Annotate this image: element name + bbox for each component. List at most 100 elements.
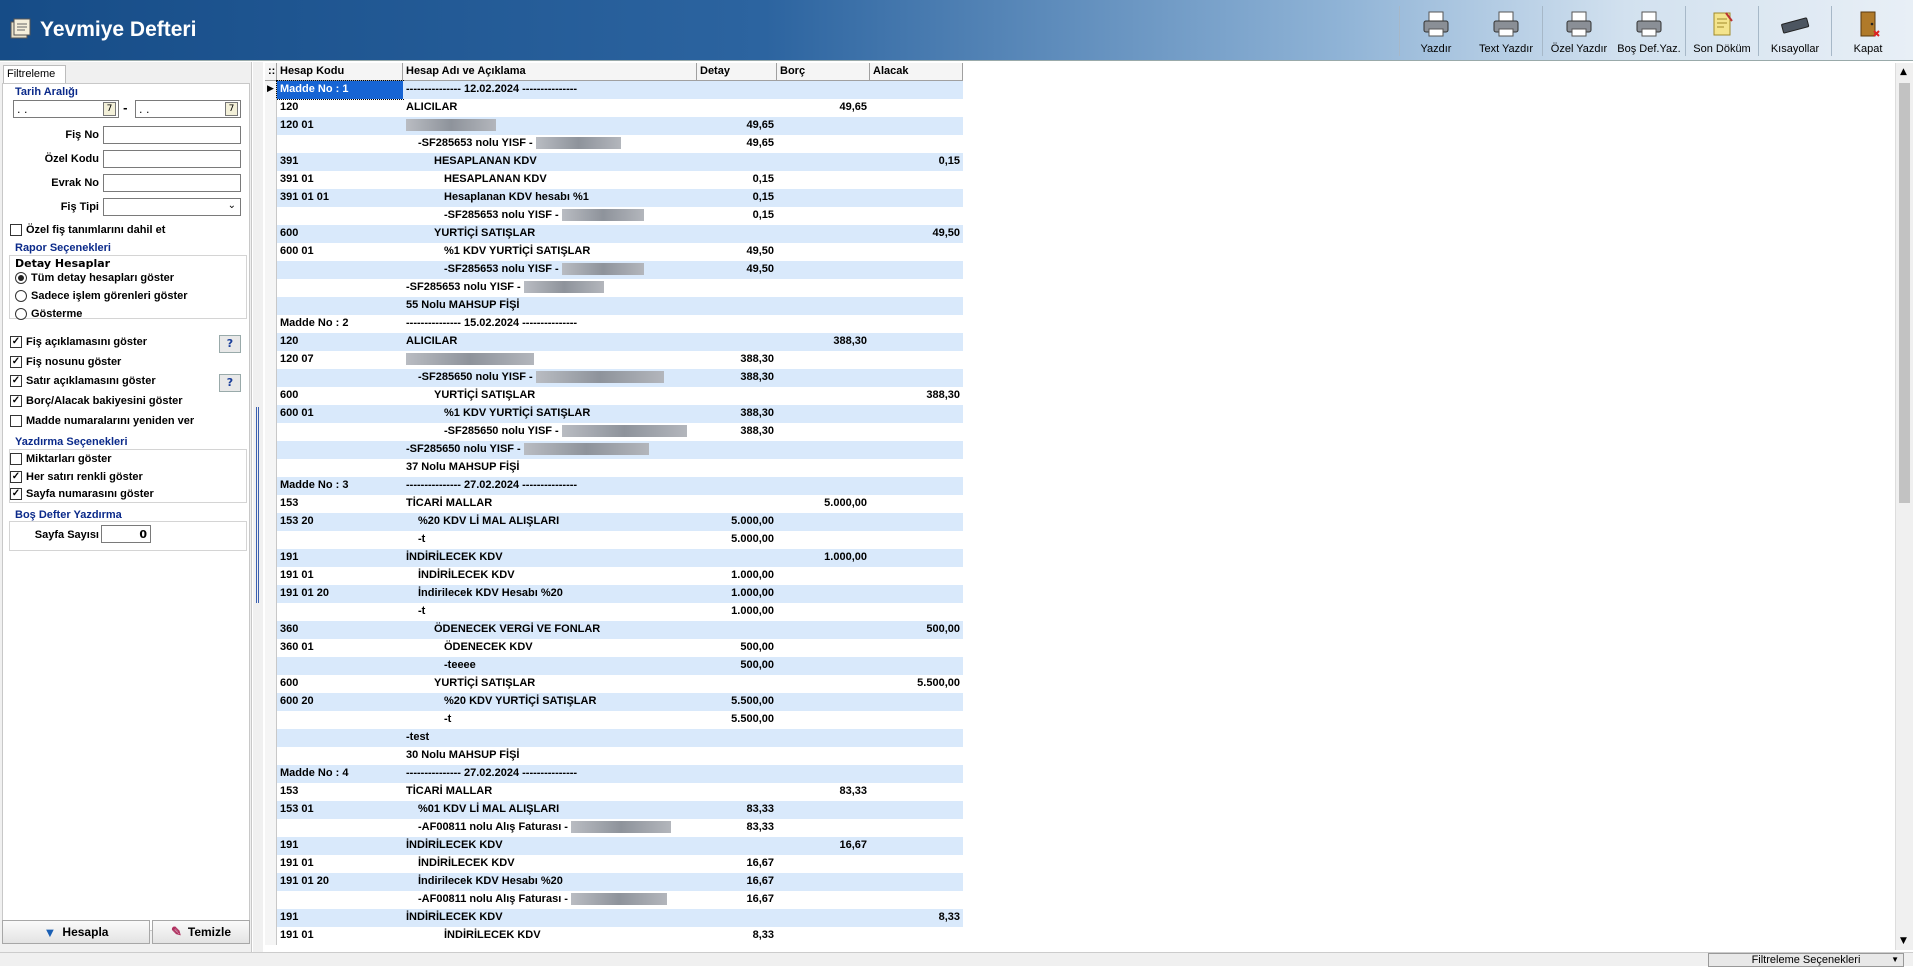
borc-cell[interactable] xyxy=(777,369,870,387)
hesap-kodu-cell[interactable] xyxy=(277,135,403,153)
detay-cell[interactable] xyxy=(697,99,777,117)
detay-cell[interactable]: 1.000,00 xyxy=(697,567,777,585)
detay-cell[interactable]: 1.000,00 xyxy=(697,603,777,621)
alacak-cell[interactable] xyxy=(870,585,963,603)
table-row[interactable]: -SF285653 nolu YISF - 49,50 xyxy=(265,261,963,279)
borc-cell[interactable] xyxy=(777,873,870,891)
hesap-adi-cell[interactable]: --------------- 27.02.2024 -------------… xyxy=(403,765,697,783)
alacak-cell[interactable] xyxy=(870,495,963,513)
detay-cell[interactable]: 49,50 xyxy=(697,243,777,261)
hesap-kodu-cell[interactable]: Madde No : 4 xyxy=(277,765,403,783)
date-from-input[interactable]: . . 7 xyxy=(13,100,119,118)
detay-cell[interactable] xyxy=(697,675,777,693)
splitter-handle[interactable] xyxy=(256,407,259,603)
close-button[interactable]: Kapat xyxy=(1833,4,1903,58)
borc-cell[interactable] xyxy=(777,117,870,135)
temizle-button[interactable]: ✎ Temizle xyxy=(152,920,250,944)
hesap-adi-cell[interactable]: İndirilecek KDV Hesabı %20 xyxy=(403,585,697,603)
detay-cell[interactable] xyxy=(697,153,777,171)
table-row[interactable]: 120 07 388,30 xyxy=(265,351,963,369)
detay-cell[interactable]: 388,30 xyxy=(697,369,777,387)
detay-cell[interactable]: 49,65 xyxy=(697,117,777,135)
borc-cell[interactable] xyxy=(777,171,870,189)
table-row[interactable]: -AF00811 nolu Alış Faturası - 83,33 xyxy=(265,819,963,837)
table-row[interactable]: 360 ÖDENECEK VERGİ VE FONLAR 500,00 xyxy=(265,621,963,639)
table-row[interactable]: 55 Nolu MAHSUP FİŞİ xyxy=(265,297,963,315)
show-line-desc-checkbox[interactable]: ✓ Satır açıklamasını göster xyxy=(10,375,156,387)
table-row[interactable]: 391 01 01 Hesaplanan KDV hesabı %1 0,15 xyxy=(265,189,963,207)
alacak-cell[interactable] xyxy=(870,783,963,801)
table-row[interactable]: Madde No : 3 --------------- 27.02.2024 -… xyxy=(265,477,963,495)
table-row[interactable]: -t 1.000,00 xyxy=(265,603,963,621)
blank-book-print-button[interactable]: Boş Def.Yaz. xyxy=(1614,4,1684,58)
hesap-adi-cell[interactable]: %1 KDV YURTİÇİ SATIŞLAR xyxy=(403,405,697,423)
borc-cell[interactable] xyxy=(777,531,870,549)
date-to-input[interactable]: . . 7 xyxy=(135,100,241,118)
table-row[interactable]: 600 YURTİÇİ SATIŞLAR 49,50 xyxy=(265,225,963,243)
hesap-kodu-cell[interactable]: Madde No : 3 xyxy=(277,477,403,495)
hesap-adi-cell[interactable]: -SF285653 nolu YISF - xyxy=(403,207,697,225)
borc-cell[interactable] xyxy=(777,135,870,153)
hesap-kodu-cell[interactable]: 600 xyxy=(277,387,403,405)
hesap-kodu-cell[interactable]: 153 xyxy=(277,783,403,801)
alacak-cell[interactable] xyxy=(870,729,963,747)
borc-cell[interactable] xyxy=(777,891,870,909)
alacak-cell[interactable] xyxy=(870,243,963,261)
hesap-adi-cell[interactable]: -SF285653 nolu YISF - xyxy=(403,261,697,279)
hesap-kodu-cell[interactable]: 153 20 xyxy=(277,513,403,531)
table-row[interactable]: -t 5.500,00 xyxy=(265,711,963,729)
detay-cell[interactable]: 388,30 xyxy=(697,351,777,369)
alacak-cell[interactable] xyxy=(870,567,963,585)
custom-print-button[interactable]: Özel Yazdır xyxy=(1544,4,1614,58)
evrak-no-input[interactable] xyxy=(103,174,241,192)
hesap-kodu-cell[interactable]: 191 01 xyxy=(277,927,403,945)
col-header-alacak[interactable]: Alacak xyxy=(870,63,963,81)
table-row[interactable]: 153 TİCARİ MALLAR 83,33 xyxy=(265,783,963,801)
table-row[interactable]: 191 01 İNDİRİLECEK KDV 1.000,00 xyxy=(265,567,963,585)
borc-cell[interactable] xyxy=(777,279,870,297)
hesap-adi-cell[interactable]: İndirilecek KDV Hesabı %20 xyxy=(403,873,697,891)
hesap-kodu-cell[interactable] xyxy=(277,711,403,729)
detay-cell[interactable] xyxy=(697,387,777,405)
alacak-cell[interactable] xyxy=(870,711,963,729)
hesap-adi-cell[interactable]: İNDİRİLECEK KDV xyxy=(403,927,697,945)
hesap-kodu-cell[interactable]: 120 01 xyxy=(277,117,403,135)
table-row[interactable]: -SF285650 nolu YISF - 388,30 xyxy=(265,423,963,441)
hesap-kodu-cell[interactable]: 120 xyxy=(277,99,403,117)
col-header-borc[interactable]: Borç xyxy=(777,63,870,81)
hesap-kodu-cell[interactable]: 191 xyxy=(277,837,403,855)
hesap-kodu-cell[interactable]: 191 xyxy=(277,909,403,927)
hesap-kodu-cell[interactable] xyxy=(277,747,403,765)
hesap-kodu-cell[interactable] xyxy=(277,657,403,675)
table-row[interactable]: -SF285653 nolu YISF - xyxy=(265,279,963,297)
hesap-kodu-cell[interactable]: 153 01 xyxy=(277,801,403,819)
table-row[interactable]: 600 YURTİÇİ SATIŞLAR 5.500,00 xyxy=(265,675,963,693)
detay-cell[interactable]: 5.000,00 xyxy=(697,513,777,531)
hesap-kodu-cell[interactable]: 191 01 20 xyxy=(277,873,403,891)
detay-cell[interactable] xyxy=(697,225,777,243)
borc-cell[interactable] xyxy=(777,351,870,369)
hesap-adi-cell[interactable]: %01 KDV Lİ MAL ALIŞLARI xyxy=(403,801,697,819)
borc-cell[interactable] xyxy=(777,153,870,171)
borc-cell[interactable] xyxy=(777,567,870,585)
alacak-cell[interactable] xyxy=(870,657,963,675)
table-row[interactable]: 30 Nolu MAHSUP FİŞİ xyxy=(265,747,963,765)
borc-cell[interactable] xyxy=(777,927,870,945)
table-row[interactable]: 191 İNDİRİLECEK KDV 16,67 xyxy=(265,837,963,855)
alacak-cell[interactable] xyxy=(870,477,963,495)
table-row[interactable]: ▶ Madde No : 1 --------------- 12.02.2024 … xyxy=(265,80,963,100)
hesap-adi-cell[interactable]: YURTİÇİ SATIŞLAR xyxy=(403,387,697,405)
alacak-cell[interactable] xyxy=(870,549,963,567)
hesap-adi-cell[interactable]: 55 Nolu MAHSUP FİŞİ xyxy=(403,297,697,315)
shortcuts-button[interactable]: Kısayollar xyxy=(1760,4,1830,58)
table-row[interactable]: 37 Nolu MAHSUP FİŞİ xyxy=(265,459,963,477)
alacak-cell[interactable] xyxy=(870,531,963,549)
alacak-cell[interactable] xyxy=(870,333,963,351)
alacak-cell[interactable] xyxy=(870,513,963,531)
detay-cell[interactable]: 388,30 xyxy=(697,405,777,423)
detay-cell[interactable]: 5.500,00 xyxy=(697,711,777,729)
detay-cell[interactable]: 5.500,00 xyxy=(697,693,777,711)
detay-cell[interactable]: 83,33 xyxy=(697,801,777,819)
alacak-cell[interactable] xyxy=(870,927,963,945)
detay-cell[interactable] xyxy=(697,729,777,747)
